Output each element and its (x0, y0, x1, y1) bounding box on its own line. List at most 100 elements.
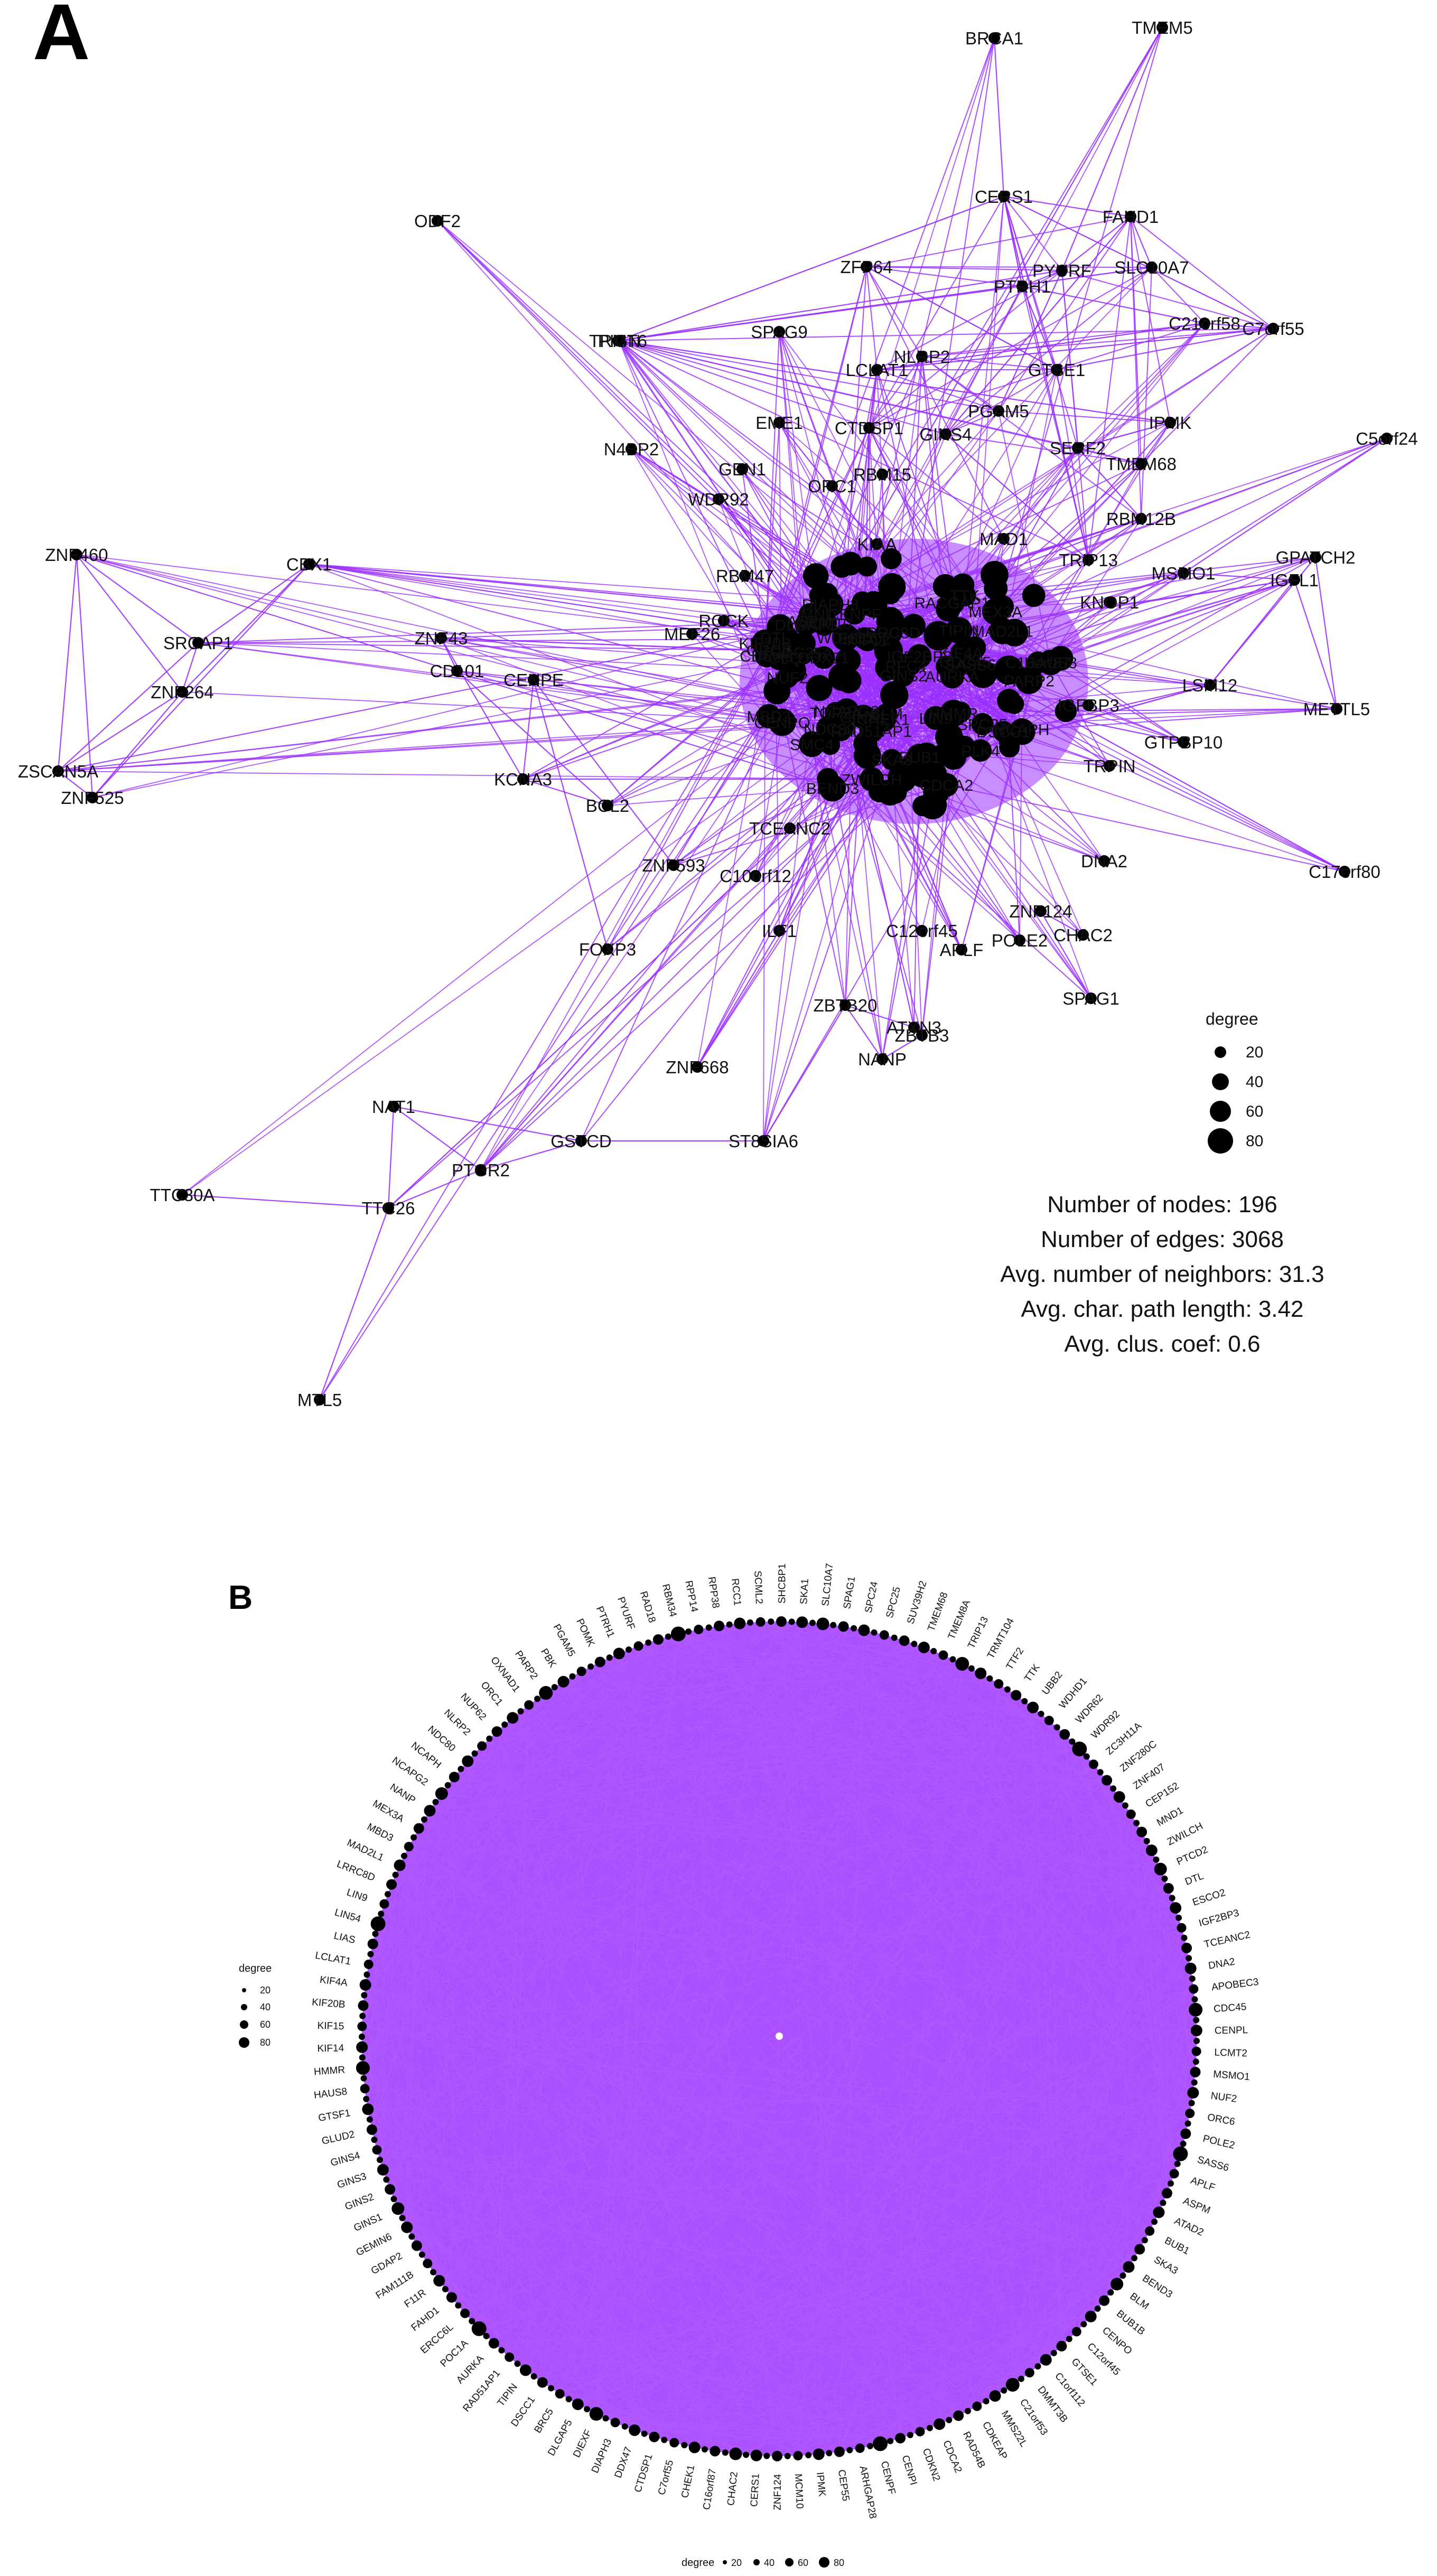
network-a-edge (1003, 196, 1023, 287)
network-a-edge (805, 27, 1163, 625)
network-a-core-node (806, 675, 833, 701)
circle-label-ndc80: NDC80 (425, 1724, 457, 1754)
label-mad1: MAD1 (979, 529, 1028, 549)
circle-node-pgam5 (576, 1666, 586, 1676)
legend-b-dot-40 (241, 2004, 247, 2010)
label-ska3: SKA3 (871, 752, 912, 769)
circle-label-gtsf1: GTSF1 (318, 2107, 351, 2124)
network-a-edge (775, 38, 995, 638)
network-b-node (926, 2424, 933, 2431)
circle-node-c12orf45 (1071, 2327, 1081, 2337)
network-b-node (705, 1624, 712, 1631)
network-b-node (1038, 1710, 1044, 1717)
legend-b-title: degree (239, 1963, 272, 1974)
label-cbx1: CBX1 (286, 555, 332, 574)
network-a-edge (945, 369, 1057, 435)
network-a-edge (58, 621, 809, 772)
network-b-node (359, 2034, 366, 2040)
circle-node-fam111b (423, 2259, 433, 2269)
network-a-edge (76, 554, 199, 643)
network-a-edge (58, 691, 183, 772)
circle-label-rad54b: RAD54B (960, 2430, 987, 2470)
circle-node-esco2 (1170, 1902, 1182, 1914)
network-b-node (418, 2251, 425, 2258)
circle-label-esco2: ESCO2 (1191, 1887, 1227, 1908)
network-a-edge (441, 638, 524, 780)
label-pole2: POLE2 (992, 931, 1048, 950)
network-a-edge (1151, 267, 1205, 324)
network-a-edge (1003, 196, 1062, 271)
network-a-edge (1293, 579, 1338, 709)
legend-b-label-20: 20 (260, 1985, 270, 1996)
circle-label-atad2: ATAD2 (1172, 2215, 1205, 2238)
label-mex3a: MEX3A (968, 604, 1022, 621)
circle-node-mbd3 (404, 1842, 414, 1852)
network-b-node (685, 1628, 692, 1635)
network-a-edge (181, 642, 199, 692)
network-a-edge (866, 266, 1062, 271)
circle-node-ubb2 (1027, 1701, 1039, 1713)
circle-node-znf407 (1113, 1791, 1125, 1803)
circle-node-ttk (1011, 1690, 1022, 1701)
network-a-edge (618, 340, 870, 428)
label-rad51ap1: RAD51AP1 (831, 723, 911, 741)
label-kiaa: KIAA (857, 535, 897, 554)
label-mtl5: MTL5 (297, 1390, 342, 1410)
circle-node-gins2 (385, 2184, 396, 2195)
label-dscc1: DSCC1 (976, 724, 1030, 741)
network-a-edge (876, 323, 1205, 370)
label-serf2: SERF2 (1050, 438, 1106, 458)
label-c10orf12: C10orf12 (720, 866, 791, 886)
legend-b-bottom-dot-60 (785, 2558, 794, 2566)
label-rbm15: RBM15 (853, 465, 911, 484)
circle-label-mex3a: MEX3A (371, 1798, 406, 1825)
network-a-edge (618, 340, 999, 411)
circle-label-znf124: ZNF124 (772, 2474, 783, 2511)
circle-node-mms22l (989, 2390, 1001, 2402)
network-a-edge (441, 638, 769, 651)
label-gpatch2: GPATCH2 (1276, 548, 1356, 567)
label-ilf1: ILF1 (762, 921, 797, 941)
network-b-node (1107, 2289, 1114, 2296)
circle-node-wdr62 (1059, 1729, 1070, 1740)
network-a-edge (921, 784, 947, 1036)
network-a-edge (76, 554, 183, 692)
circle-label-gins1: GINS1 (352, 2212, 384, 2234)
circle-label-aplf: APLF (1189, 2175, 1217, 2194)
circle-label-gins3: GINS3 (336, 2171, 368, 2191)
label-lin9: LIN9 (919, 710, 953, 727)
panel-a-letter: A (33, 0, 90, 76)
circle-label-kif14: KIF14 (317, 2043, 344, 2054)
network-a-edge (808, 38, 995, 622)
label-chac2: CHAC2 (1053, 925, 1113, 945)
circle-label-mad2l1: MAD2L1 (345, 1837, 385, 1863)
network-b-node (743, 2451, 750, 2458)
network-a-edge (845, 1005, 883, 1060)
network-a-edge (182, 1194, 389, 1209)
network-a-edge (921, 323, 1205, 357)
circle-node-ncaph (449, 1772, 460, 1783)
label-ctdsp1: CTDSP1 (835, 418, 903, 438)
label-parp2: PARP2 (1004, 672, 1055, 690)
network-a-edge (618, 340, 1078, 448)
network-a-edge (921, 356, 1057, 370)
circle-label-ska1: SKA1 (798, 1578, 811, 1605)
network-a-edge (866, 266, 1004, 539)
legend-a: degree 20 40 60 80 (1206, 1009, 1263, 1154)
circle-node-glud2 (366, 2124, 377, 2135)
circle-label-kif15: KIF15 (317, 2020, 344, 2032)
circle-node-cdkn2 (915, 2427, 925, 2437)
network-b-node (366, 2116, 373, 2123)
network-b-node (788, 1618, 795, 1625)
circle-node-kif14 (356, 2041, 368, 2053)
circle-node-lclat1 (363, 1959, 374, 1969)
network-a-edge (945, 267, 1152, 435)
circle-node-mnd1 (1136, 1826, 1147, 1838)
label-nlrp2: NLRP2 (894, 347, 950, 367)
label-cenpo: CENPO (754, 714, 810, 732)
circle-label-parp2: PARP2 (512, 1648, 539, 1681)
circle-label-glud2: GLUD2 (321, 2129, 356, 2147)
circle-node-haus8 (360, 2084, 370, 2094)
label-mettl5: METTL5 (1303, 699, 1370, 719)
circle-label-ddx47: DDX47 (613, 2446, 634, 2480)
